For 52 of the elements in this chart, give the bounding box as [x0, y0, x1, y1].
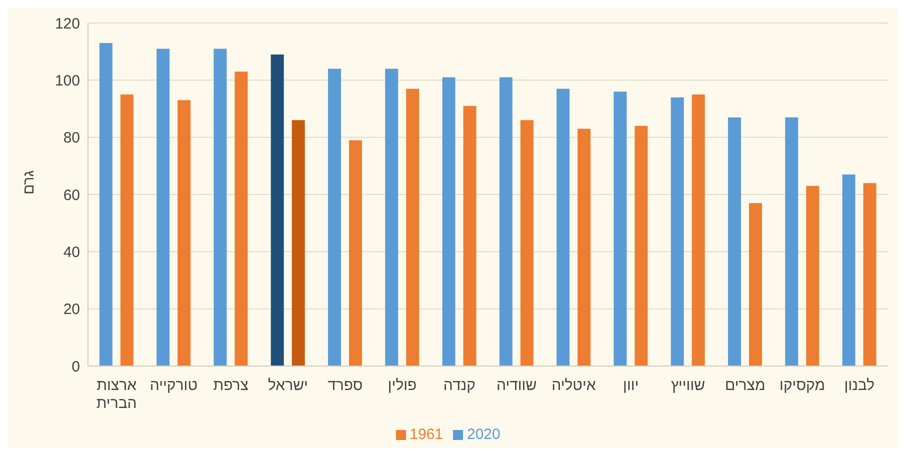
bar: [728, 117, 741, 366]
x-tick-label: טורקייה: [150, 377, 198, 394]
x-tick-label: ארצות הברית: [96, 377, 138, 412]
y-axis-title: גרם: [20, 170, 38, 194]
bar: [292, 120, 305, 366]
bar: [863, 183, 876, 366]
bar: [749, 203, 762, 366]
y-tick-label: 40: [63, 244, 80, 261]
x-tick-label: לבנון: [844, 377, 875, 394]
x-tick-label: איטליה: [552, 377, 596, 394]
bar: [556, 88, 570, 366]
x-tick-label: יוון: [623, 377, 639, 394]
bar: [385, 68, 398, 366]
x-tick-label: שוודיה: [496, 377, 537, 394]
x-tick-label: צרפת: [213, 377, 248, 394]
bar: [692, 94, 705, 366]
y-tick-label: 20: [63, 301, 80, 318]
bar: [634, 126, 648, 366]
bar: [349, 140, 362, 366]
bar: [442, 77, 456, 366]
legend-label: 2020: [467, 426, 500, 443]
x-tick-label: ישראל: [268, 377, 308, 394]
y-tick-label: 120: [54, 15, 80, 32]
legend-label: 1961: [410, 426, 443, 443]
bar: [520, 120, 534, 366]
bar: [178, 100, 191, 366]
x-tick-label: פולין: [388, 377, 417, 394]
y-tick-label: 0: [72, 358, 80, 376]
bar: [499, 77, 512, 366]
bar: [670, 97, 684, 366]
bar: [156, 48, 170, 366]
x-tick-label: מקסיקו: [780, 377, 826, 394]
bar: [406, 88, 420, 366]
x-tick-label: מצרים: [725, 377, 766, 394]
bar: [214, 48, 227, 366]
bar: [234, 72, 248, 366]
y-tick-label: 60: [63, 186, 80, 204]
y-tick-label: 100: [54, 72, 80, 90]
bar: [578, 128, 591, 366]
bar: [270, 54, 284, 366]
bar: [328, 68, 341, 366]
x-tick-label: ספרד: [328, 377, 363, 394]
bar: [463, 106, 476, 366]
bar: [806, 186, 820, 366]
bar: [842, 174, 856, 366]
bar: [99, 43, 112, 366]
bar: [785, 117, 798, 366]
y-tick-label: 80: [63, 130, 80, 147]
x-tick-label: שווייץ: [670, 377, 706, 394]
bar: [120, 94, 134, 366]
bar: [614, 92, 627, 366]
x-tick-label: קנדה: [443, 377, 476, 394]
